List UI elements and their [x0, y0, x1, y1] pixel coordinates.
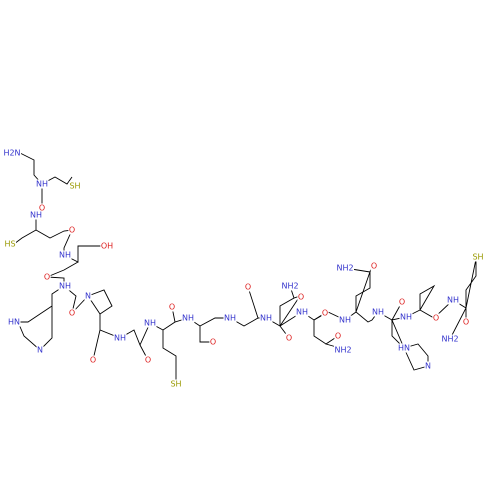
label-backdrop: [7, 317, 21, 327]
label-backdrop: [338, 315, 352, 325]
atom-label: O: [371, 262, 377, 271]
label-backdrop: [113, 333, 127, 343]
atom-label: O: [286, 334, 292, 343]
atom-label: SH: [170, 380, 181, 389]
atom-label: N: [85, 292, 91, 301]
label-backdrop: [462, 317, 470, 327]
atom-label: NH: [447, 296, 459, 305]
atom-label: NH2: [334, 346, 351, 355]
atom-label: O: [433, 314, 439, 323]
atom-label: O: [69, 309, 75, 318]
label-backdrop: [43, 272, 51, 282]
atom-label: HS: [4, 240, 15, 249]
atom-label: O: [322, 309, 328, 318]
label-backdrop: [399, 312, 413, 322]
label-backdrop: [432, 313, 440, 323]
atom-label: O: [335, 332, 341, 341]
atom-label: NH: [400, 313, 412, 322]
label-backdrop: [295, 307, 309, 317]
atom-label: HN: [8, 318, 20, 327]
label-backdrop: [397, 343, 411, 353]
atom-label: O: [298, 293, 304, 302]
label-backdrop: [209, 337, 217, 347]
atom-label: N: [425, 362, 431, 371]
label-backdrop: [440, 334, 460, 344]
atom-label: OH: [101, 242, 113, 251]
atom-label: NH: [30, 211, 42, 220]
atom-label: NH: [296, 308, 308, 317]
label-backdrop: [321, 308, 329, 318]
label-backdrop: [100, 241, 114, 251]
atom-label: O: [210, 338, 216, 347]
label-backdrop: [68, 308, 76, 318]
label-backdrop: [424, 361, 432, 371]
label-backdrop: [181, 313, 195, 323]
label-backdrop: [3, 239, 17, 249]
atom-label: O: [69, 226, 75, 235]
label-backdrop: [371, 307, 385, 317]
label-backdrop: [335, 263, 355, 273]
atom-label: H2N: [3, 149, 20, 158]
atom-label: NH2: [281, 282, 298, 291]
label-backdrop: [333, 345, 353, 355]
label-backdrop: [36, 345, 44, 355]
atom-label: O: [90, 356, 96, 365]
label-backdrop: [297, 292, 305, 302]
atom-label: O: [169, 303, 175, 312]
label-backdrop: [471, 252, 485, 262]
label-backdrop: [68, 225, 76, 235]
label-backdrop: [89, 355, 97, 365]
label-backdrop: [398, 297, 406, 307]
atom-label: NH: [114, 334, 126, 343]
atom-label: NH2: [441, 335, 458, 344]
bond: [63, 285, 113, 315]
atom-label: NH: [339, 316, 351, 325]
bond: [391, 258, 477, 371]
label-backdrop: [35, 179, 49, 189]
label-backdrop: [144, 355, 152, 365]
label-backdrop: [169, 379, 183, 389]
label-backdrop: [370, 261, 378, 271]
atom-label: O: [44, 273, 50, 282]
atom-label: HN: [398, 344, 410, 353]
atom-label: SH: [472, 253, 483, 262]
label-backdrop: [38, 203, 46, 213]
atom-label: NH: [224, 314, 236, 323]
atom-label: NH: [36, 180, 48, 189]
label-backdrop: [280, 281, 300, 291]
atom-label: NH: [59, 282, 71, 291]
label-backdrop: [446, 295, 460, 305]
bond: [162, 286, 281, 343]
atom-label: NH: [372, 308, 384, 317]
label-backdrop: [259, 313, 273, 323]
label-backdrop: [285, 333, 293, 343]
label-backdrop: [143, 318, 157, 328]
label-backdrop: [58, 281, 72, 291]
label-backdrop: [244, 282, 252, 292]
label-backdrop: [29, 210, 43, 220]
label-backdrop: [223, 313, 237, 323]
label-backdrop: [334, 331, 342, 341]
label-backdrop: [168, 302, 176, 312]
atom-label: O: [245, 283, 251, 292]
atom-label: NH: [260, 314, 272, 323]
label-backdrop: [2, 148, 22, 158]
atom-labels: H2N NH SH O NH HS O NH OH O NH HN N O N …: [2, 148, 485, 389]
atom-label: NH: [182, 314, 194, 323]
atom-label: SH: [69, 182, 80, 191]
atom-label: NH2: [336, 264, 353, 273]
bond: [92, 314, 177, 382]
atom-label: O: [145, 356, 151, 365]
label-backdrop: [84, 291, 92, 301]
atom-label: NH: [59, 251, 71, 260]
atom-label: O: [463, 318, 469, 327]
atom-label: O: [39, 204, 45, 213]
atom-label: O: [399, 298, 405, 307]
atom-label: N: [37, 346, 43, 355]
atom-label: NH: [144, 319, 156, 328]
label-backdrop: [58, 250, 72, 260]
label-backdrop: [68, 181, 82, 191]
